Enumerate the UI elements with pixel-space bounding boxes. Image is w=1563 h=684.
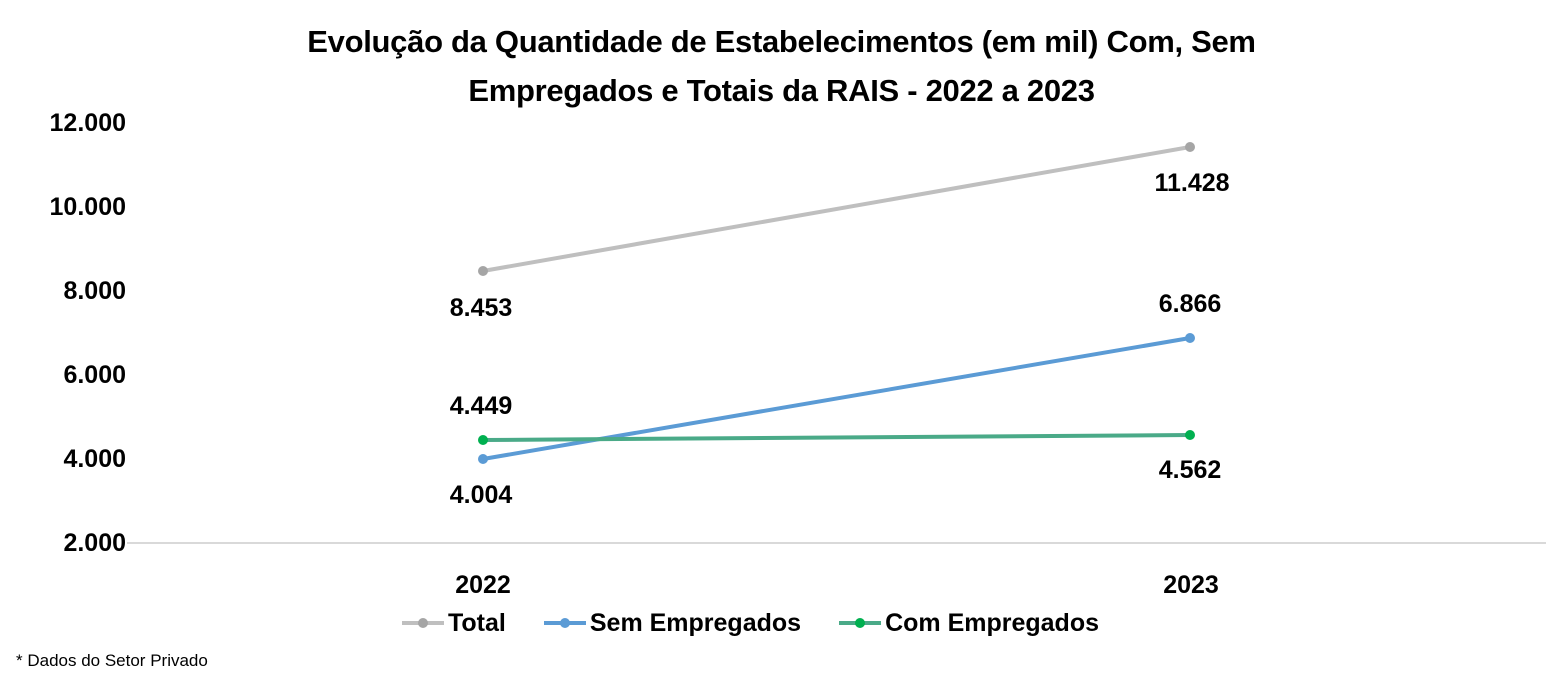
chart-title-line-1: Evolução da Quantidade de Estabeleciment… — [307, 24, 1256, 59]
data-point-total-2023[interactable] — [1185, 142, 1195, 152]
data-label-total-2022: 8.453 — [449, 294, 513, 322]
data-point-sem-2023[interactable] — [1185, 333, 1195, 343]
data-label-sem-2022: 4.004 — [449, 481, 513, 509]
y-tick-10000: 10.000 — [49, 193, 126, 221]
legend-item-com-empregados[interactable]: Com Empregados — [837, 606, 1099, 640]
legend-marker-com-empregados-icon — [839, 618, 882, 628]
data-point-com-2022[interactable] — [478, 435, 488, 445]
y-tick-4000: 4.000 — [63, 445, 126, 473]
data-label-com-2022: 4.449 — [449, 392, 513, 420]
y-tick-2000: 2.000 — [63, 529, 126, 557]
data-point-com-2023[interactable] — [1185, 430, 1195, 440]
data-point-total-2022[interactable] — [478, 266, 488, 276]
legend-marker-total-icon — [402, 618, 444, 628]
series-total — [478, 142, 1195, 276]
series-com-empregados — [478, 430, 1195, 445]
legend-label-sem-empregados: Sem Empregados — [589, 609, 802, 637]
data-point-sem-2022[interactable] — [478, 454, 488, 464]
footnote: * Dados do Setor Privado — [16, 651, 208, 670]
legend-marker-sem-empregados-icon — [543, 618, 586, 628]
chart-title-line-2: Empregados e Totais da RAIS - 2022 a 202… — [468, 73, 1095, 108]
y-tick-8000: 8.000 — [63, 277, 126, 305]
legend-item-sem-empregados[interactable]: Sem Empregados — [542, 606, 801, 640]
data-label-sem-2023: 6.866 — [1158, 290, 1222, 318]
data-label-com-2023: 4.562 — [1158, 456, 1222, 484]
y-tick-6000: 6.000 — [63, 361, 126, 389]
legend-item-total[interactable]: Total — [400, 606, 506, 640]
legend-label-com-empregados: Com Empregados — [885, 609, 1099, 637]
x-tick-2022: 2022 — [455, 571, 511, 599]
x-tick-2023: 2023 — [1163, 571, 1219, 599]
data-label-total-2023: 11.428 — [1154, 169, 1230, 197]
legend-label-total: Total — [448, 609, 506, 637]
series-sem-empregados — [478, 333, 1195, 464]
legend: Total Sem Empregados Com Empregados — [400, 606, 1099, 640]
y-tick-12000: 12.000 — [49, 109, 126, 137]
